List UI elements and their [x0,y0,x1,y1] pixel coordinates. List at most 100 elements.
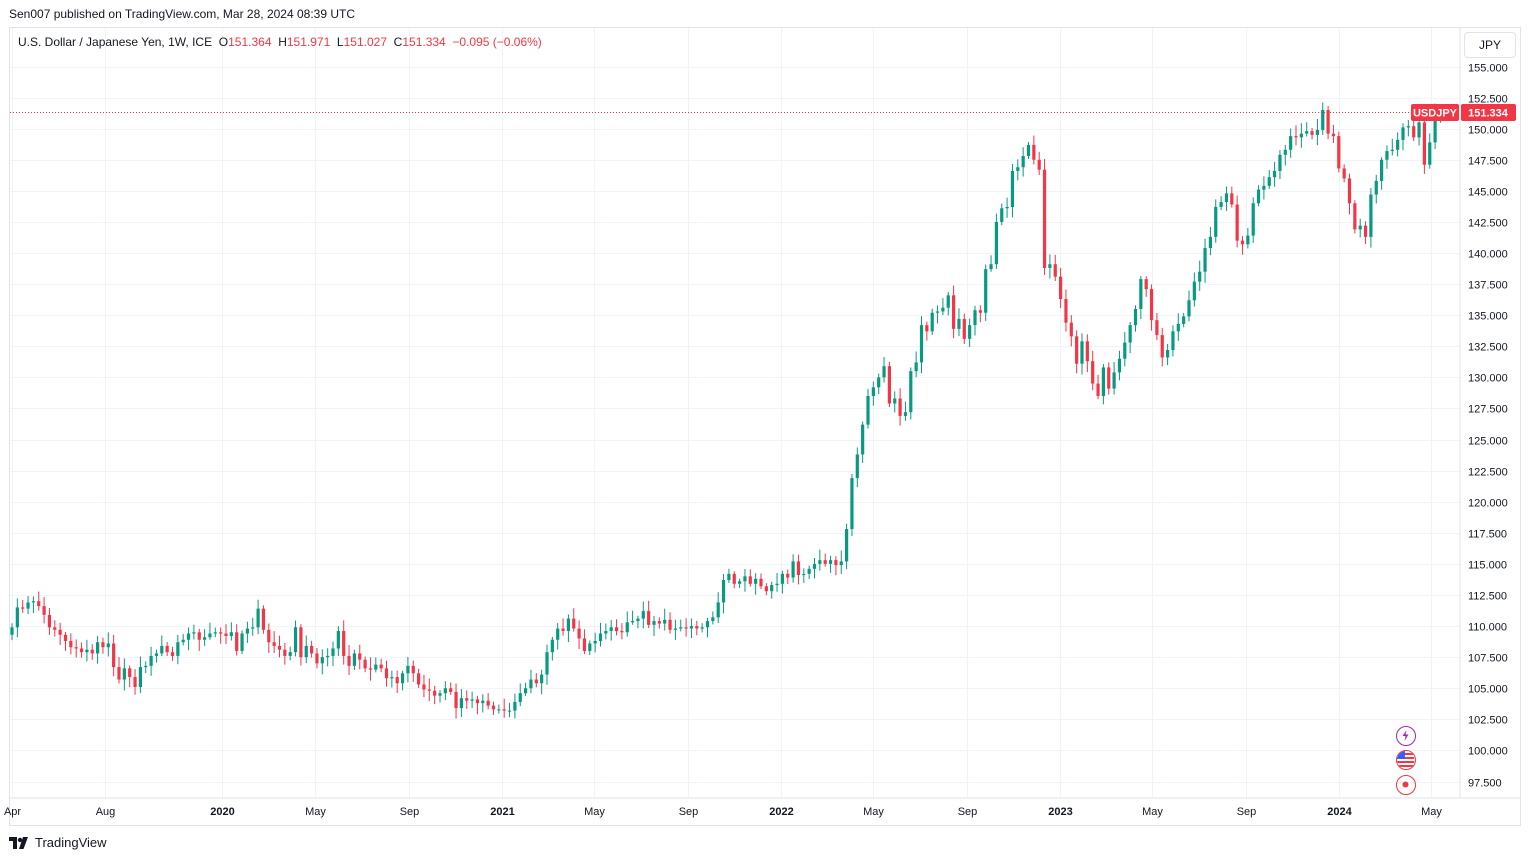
candle-body [1251,203,1255,236]
candle-body [491,705,496,710]
y-tick-label: 147.500 [1468,156,1508,168]
candle-body [256,608,260,628]
candle-body [1171,331,1175,351]
candle-body [962,318,966,339]
candle-body [1337,136,1341,169]
candle-body [812,563,817,569]
candle-body [524,688,528,694]
candle-body [1080,341,1084,364]
close-value: 151.334 [402,35,446,49]
candle-body [1010,170,1015,208]
candle-body [828,560,833,564]
candle-body [593,640,597,644]
candle-body [861,424,865,455]
candle-body [422,684,426,690]
candle-body [609,627,613,632]
candle-body [973,310,977,326]
x-tick-label: May [305,806,326,818]
candle-body [192,632,196,634]
candle-body [475,699,480,704]
candle-body [1160,335,1164,358]
candle-body [101,642,105,648]
chart-frame [9,27,1521,826]
candle-body [224,633,228,637]
candle-body [588,643,592,651]
candle-body [684,627,688,629]
y-tick-label: 117.500 [1468,529,1507,541]
candle-body [1016,167,1020,171]
candle-body [90,649,94,654]
candle-body [417,673,421,685]
candle-body [545,652,549,675]
candle-body [984,269,988,313]
candle-body [540,674,544,684]
candle-body [1240,240,1245,245]
candle-body [443,688,447,694]
candle-body [775,583,779,586]
candle-body [614,627,619,632]
candle-body [770,585,774,592]
candle-body [384,668,389,679]
candle-body [748,576,752,584]
candle-body [925,325,929,332]
candle-body [1347,178,1352,204]
y-tick-label: 100.000 [1468,746,1508,758]
candle-body [288,652,292,656]
candle-body [604,631,608,634]
candle-body [663,619,667,624]
high-label: H [278,35,287,49]
candle-body [363,659,367,669]
x-axis-ticks: Apr Aug 2020 May Sep 2021 May Sep 2022 May Sep 2023… [4,806,1442,818]
candle-body [556,628,560,640]
candle-body [1091,361,1095,384]
candle-body [79,648,84,653]
candle-body [390,677,394,679]
us-flag-icon[interactable] [1396,750,1416,770]
y-tick-label: 127.500 [1468,404,1508,416]
price-tag-bg [1461,104,1516,121]
candle-body [1315,129,1319,135]
candle-body [903,412,908,416]
candle-body [652,621,656,625]
candle-body [1053,264,1057,277]
currency-button[interactable]: JPY [1464,32,1516,58]
candle-body [1000,208,1004,222]
record-event-icon[interactable] [1396,775,1416,795]
candle-body [1273,170,1277,178]
candle-body [331,648,335,656]
candle-body [914,362,918,372]
candle-body [1176,323,1180,332]
lightning-icon[interactable] [1396,726,1416,746]
y-tick-label: 120.000 [1468,498,1508,510]
tradingview-logo[interactable]: TradingView [9,835,107,850]
candle-body [1219,202,1223,208]
candle-body [208,633,212,638]
candle-body [85,649,89,653]
open-label: O [218,35,229,49]
candle-body [1246,235,1250,245]
x-tick-label: 2023 [1048,806,1072,818]
candle-body [577,628,581,639]
symbol-tag: USDJPY [1413,108,1458,120]
candle-body [1369,194,1373,237]
candle-body [711,617,715,622]
axes [10,28,1520,799]
low-label: L [336,35,344,49]
candle-body [1224,193,1229,203]
y-tick-label: 152.500 [1468,94,1508,106]
candle-body [149,655,153,666]
candle-body [1428,142,1432,165]
candle-body [909,371,913,413]
y-tick-label: 122.500 [1468,467,1508,479]
candle-body [507,710,512,712]
candle-body [21,607,25,609]
candle-body [1149,289,1154,321]
candle-body [1267,177,1271,186]
candle-body [818,560,822,564]
candle-body [433,690,437,696]
candle-body [882,366,886,378]
candle-body [299,627,303,658]
candle-body [893,398,897,404]
candle-body [738,581,742,584]
